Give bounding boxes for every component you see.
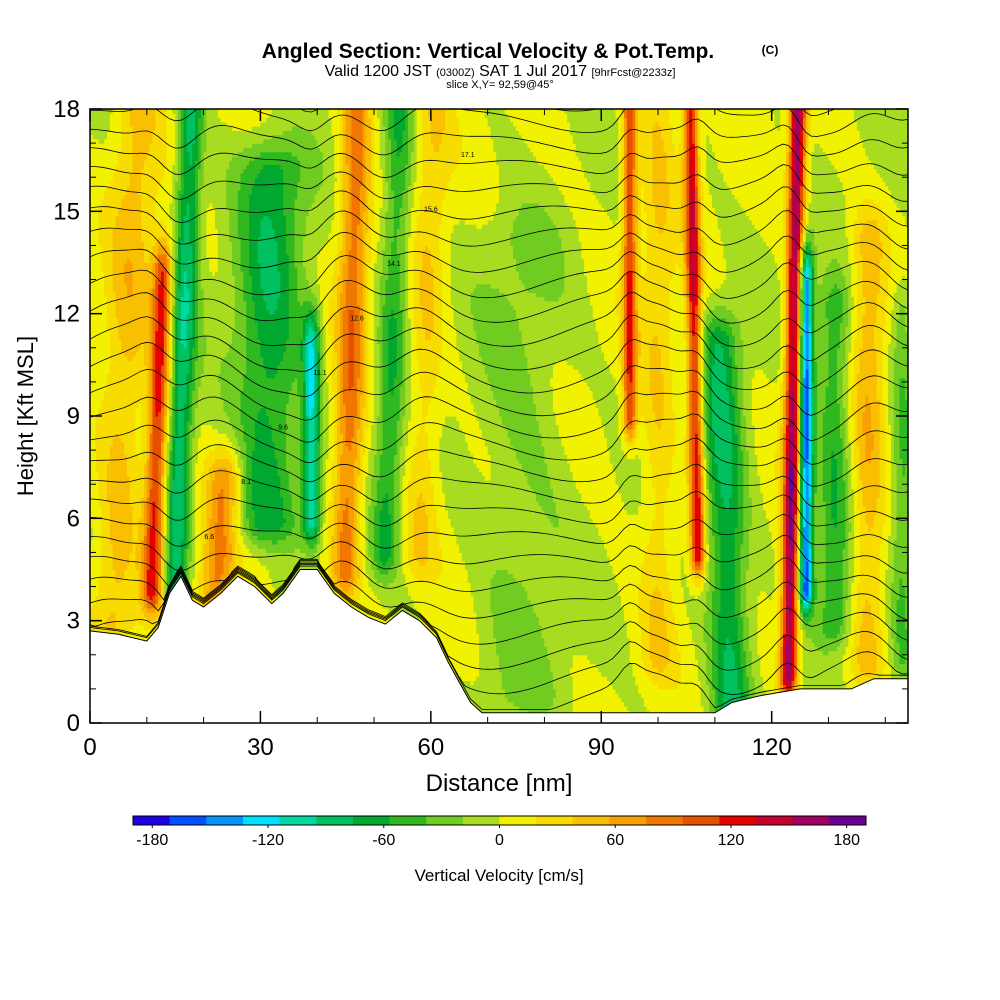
valid-time-line: Valid 1200 JST (0300Z) SAT 1 Jul 2017 [9…	[325, 63, 676, 80]
slice-info: slice X,Y= 92,59@45°	[446, 79, 554, 91]
chart-title: Angled Section: Vertical Velocity & Pot.…	[262, 40, 714, 63]
plot-area: 3.55.06.68.19.611.112.614.115.617.1	[90, 43, 909, 724]
vertical-section-chart: Angled Section: Vertical Velocity & Pot.…	[0, 0, 1000, 1000]
chart-title-tag: (C)	[762, 43, 779, 57]
